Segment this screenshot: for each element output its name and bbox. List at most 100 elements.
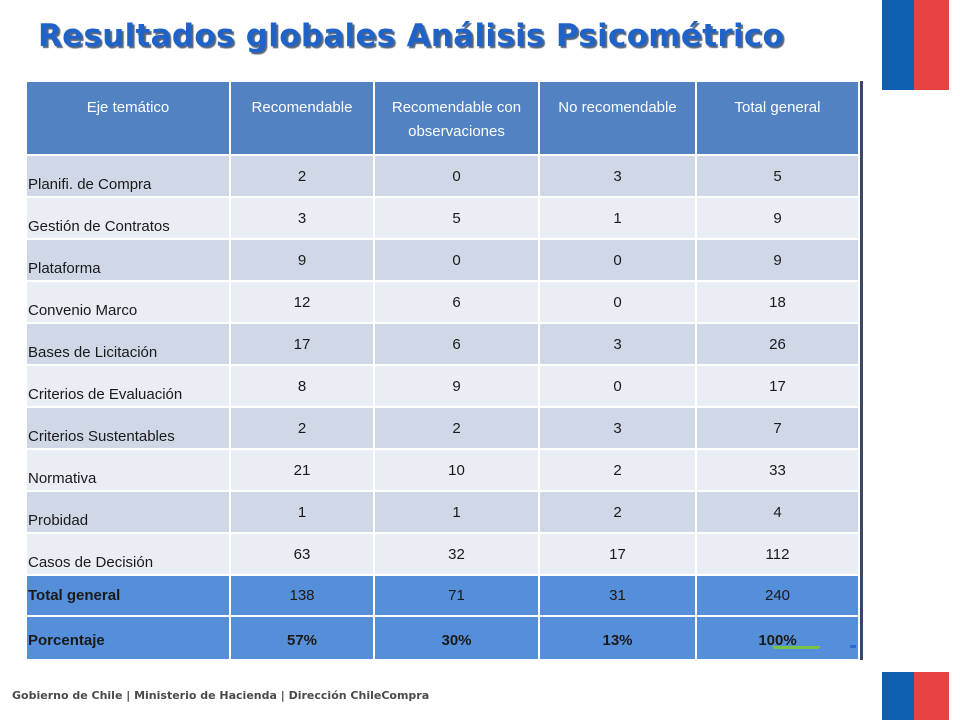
total-recomendable: 138 bbox=[229, 574, 375, 617]
cell-recomendable-con-observaciones: 6 bbox=[373, 280, 540, 324]
header-recomendable-con-observaciones: Recomendable con observaciones bbox=[373, 80, 540, 156]
header-recomendable: Recomendable bbox=[229, 80, 375, 156]
cell-no-recomendable: 0 bbox=[538, 280, 697, 324]
table-row: Gestión de Contratos 3 5 1 9 bbox=[25, 196, 863, 240]
table-edge bbox=[858, 407, 863, 449]
table-edge bbox=[858, 449, 863, 491]
percentage-total-general: 100% bbox=[695, 615, 860, 661]
row-label: Probidad bbox=[25, 490, 231, 534]
cell-recomendable-con-observaciones: 0 bbox=[373, 154, 540, 198]
row-label: Casos de Decisión bbox=[25, 532, 231, 576]
percentage-recomendable: 57% bbox=[229, 615, 375, 661]
cell-recomendable-con-observaciones: 9 bbox=[373, 364, 540, 408]
table-row: Criterios de Evaluación 8 9 0 17 bbox=[25, 364, 863, 408]
cell-recomendable: 8 bbox=[229, 364, 375, 408]
cell-no-recomendable: 3 bbox=[538, 322, 697, 366]
row-label: Gestión de Contratos bbox=[25, 196, 231, 240]
chile-flag-icon bbox=[882, 0, 949, 90]
row-label: Planifi. de Compra bbox=[25, 154, 231, 198]
cell-total-general: 9 bbox=[695, 238, 860, 282]
cell-no-recomendable: 3 bbox=[538, 154, 697, 198]
cell-recomendable-con-observaciones: 1 bbox=[373, 490, 540, 534]
header-total-general: Total general bbox=[695, 80, 860, 156]
cell-recomendable: 2 bbox=[229, 154, 375, 198]
cell-no-recomendable: 0 bbox=[538, 364, 697, 408]
cell-recomendable-con-observaciones: 5 bbox=[373, 196, 540, 240]
row-label: Bases de Licitación bbox=[25, 322, 231, 366]
percentage-row: Porcentaje 57% 30% 13% 100% bbox=[25, 615, 863, 661]
flag-blue-band bbox=[882, 672, 914, 720]
total-label: Total general bbox=[25, 574, 231, 617]
cell-total-general: 5 bbox=[695, 154, 860, 198]
cell-no-recomendable: 3 bbox=[538, 406, 697, 450]
table-edge bbox=[858, 197, 863, 239]
cell-recomendable: 17 bbox=[229, 322, 375, 366]
cell-total-general: 18 bbox=[695, 280, 860, 324]
cell-no-recomendable: 1 bbox=[538, 196, 697, 240]
cell-total-general: 4 bbox=[695, 490, 860, 534]
header-eje-tematico: Eje temático bbox=[25, 80, 231, 156]
table-edge bbox=[858, 575, 863, 616]
footer-text: Gobierno de Chile | Ministerio de Hacien… bbox=[12, 689, 430, 702]
table-edge bbox=[858, 81, 863, 155]
percentage-label: Porcentaje bbox=[25, 615, 231, 661]
cell-recomendable: 2 bbox=[229, 406, 375, 450]
table-row: Bases de Licitación 17 6 3 26 bbox=[25, 322, 863, 366]
cell-recomendable: 63 bbox=[229, 532, 375, 576]
table-row: Probidad 1 1 2 4 bbox=[25, 490, 863, 534]
table-row: Normativa 21 10 2 33 bbox=[25, 448, 863, 492]
row-label: Criterios de Evaluación bbox=[25, 364, 231, 408]
cell-total-general: 112 bbox=[695, 532, 860, 576]
table-header-row: Eje temático Recomendable Recomendable c… bbox=[25, 80, 863, 156]
table-row: Planifi. de Compra 2 0 3 5 bbox=[25, 154, 863, 198]
cell-recomendable: 3 bbox=[229, 196, 375, 240]
header-no-recomendable: No recomendable bbox=[538, 80, 697, 156]
cell-no-recomendable: 0 bbox=[538, 238, 697, 282]
slide-title: Resultados globales Análisis Psicométric… bbox=[38, 18, 785, 54]
cell-total-general: 7 bbox=[695, 406, 860, 450]
cell-total-general: 17 bbox=[695, 364, 860, 408]
table-edge bbox=[858, 323, 863, 365]
table-row: Casos de Decisión 63 32 17 112 bbox=[25, 532, 863, 576]
cell-recomendable-con-observaciones: 32 bbox=[373, 532, 540, 576]
cell-no-recomendable: 2 bbox=[538, 490, 697, 534]
cell-recomendable: 21 bbox=[229, 448, 375, 492]
table-edge bbox=[858, 155, 863, 197]
total-no-recomendable: 31 bbox=[538, 574, 697, 617]
row-label: Convenio Marco bbox=[25, 280, 231, 324]
row-label: Criterios Sustentables bbox=[25, 406, 231, 450]
cell-total-general: 9 bbox=[695, 196, 860, 240]
table-edge bbox=[858, 491, 863, 533]
cell-no-recomendable: 17 bbox=[538, 532, 697, 576]
total-recomendable-con-observaciones: 71 bbox=[373, 574, 540, 617]
table-edge bbox=[858, 365, 863, 407]
total-row: Total general 138 71 31 240 bbox=[25, 574, 863, 617]
total-total-general: 240 bbox=[695, 574, 860, 617]
cell-recomendable-con-observaciones: 10 bbox=[373, 448, 540, 492]
cell-total-general: 26 bbox=[695, 322, 860, 366]
table-edge bbox=[858, 281, 863, 323]
decorative-mark bbox=[772, 646, 820, 649]
table-row: Criterios Sustentables 2 2 3 7 bbox=[25, 406, 863, 450]
table-row: Convenio Marco 12 6 0 18 bbox=[25, 280, 863, 324]
cell-recomendable-con-observaciones: 6 bbox=[373, 322, 540, 366]
percentage-recomendable-con-observaciones: 30% bbox=[373, 615, 540, 661]
results-table: Eje temático Recomendable Recomendable c… bbox=[25, 80, 863, 661]
chile-flag-icon bbox=[882, 672, 949, 720]
cell-recomendable: 9 bbox=[229, 238, 375, 282]
cell-no-recomendable: 2 bbox=[538, 448, 697, 492]
cell-recomendable-con-observaciones: 2 bbox=[373, 406, 540, 450]
table-edge bbox=[858, 239, 863, 281]
row-label: Plataforma bbox=[25, 238, 231, 282]
row-label: Normativa bbox=[25, 448, 231, 492]
flag-red-band bbox=[914, 0, 949, 90]
cell-recomendable: 12 bbox=[229, 280, 375, 324]
flag-red-band bbox=[914, 672, 949, 720]
table-edge bbox=[858, 533, 863, 575]
cell-recomendable: 1 bbox=[229, 490, 375, 534]
flag-blue-band bbox=[882, 0, 914, 90]
percentage-no-recomendable: 13% bbox=[538, 615, 697, 661]
decorative-mark bbox=[850, 645, 856, 648]
cell-total-general: 33 bbox=[695, 448, 860, 492]
table-edge bbox=[858, 616, 863, 660]
